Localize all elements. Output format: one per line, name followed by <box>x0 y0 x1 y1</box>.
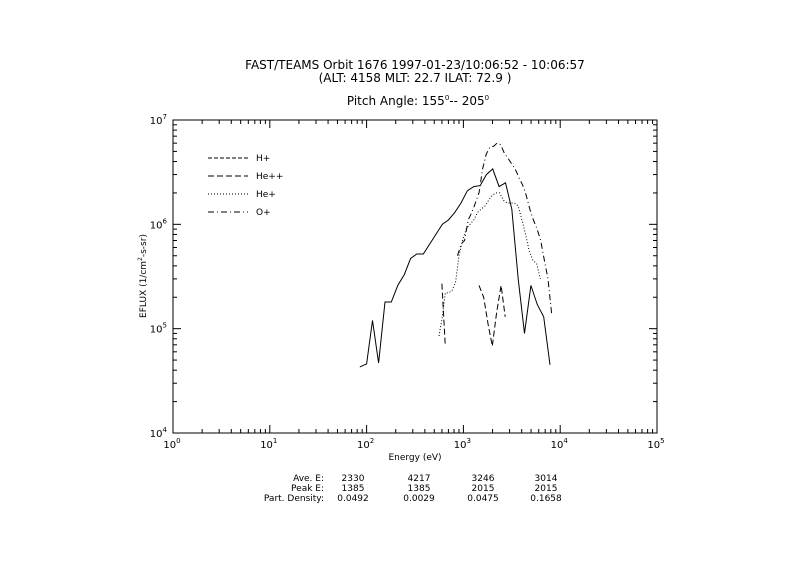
y-tick-exp: 5 <box>163 322 167 330</box>
stats-value: 4217 <box>407 474 431 484</box>
pitch-angle-text: Pitch Angle: 155 <box>347 94 445 108</box>
axis-ticks <box>173 120 657 433</box>
x-tick-base: 10 <box>260 440 273 451</box>
x-tick-base: 10 <box>647 440 660 451</box>
x-tick-label: 104 <box>551 437 569 451</box>
stats-value: 0.1658 <box>530 494 562 504</box>
stats-value: 1385 <box>341 484 365 494</box>
legend: H+ He++ He+ O+ <box>208 154 283 218</box>
series-line-oplus <box>457 142 553 314</box>
stats-value: 2330 <box>341 474 365 484</box>
stats-row-label: Part. Density: <box>263 494 324 504</box>
y-tick-exp: 7 <box>163 113 167 121</box>
y-axis-label-post: -s-sr) <box>139 234 149 257</box>
legend-label: H+ <box>256 154 270 164</box>
y-axis-label: EFLUX (1/cm2-s-sr) <box>137 234 149 318</box>
plot-frame <box>172 119 658 434</box>
y-tick-base: 10 <box>150 429 163 440</box>
series-line-heplusplus <box>478 285 506 347</box>
y-tick-label: 106 <box>150 217 168 231</box>
x-tick-base: 10 <box>454 440 467 451</box>
pitch-angle-range: -- 205 <box>449 94 484 108</box>
series-group <box>359 142 553 368</box>
legend-label: He+ <box>256 190 276 200</box>
y-tick-base: 10 <box>150 325 163 336</box>
series-line-heplusplus <box>441 283 446 347</box>
legend-label: He++ <box>256 172 283 182</box>
x-tick-label: 103 <box>454 437 471 451</box>
series-line-hplus <box>359 168 551 368</box>
stats-value: 0.0492 <box>337 494 369 504</box>
pitch-angle-sup-2: 0 <box>485 94 489 102</box>
y-axis-label-pre: EFLUX (1/cm <box>139 261 149 318</box>
x-tick-label: 100 <box>163 437 180 451</box>
x-tick-label: 102 <box>357 437 374 451</box>
x-tick-exp: 5 <box>660 437 664 445</box>
y-tick-exp: 6 <box>163 217 168 225</box>
y-tick-exp: 4 <box>163 426 168 434</box>
stats-value: 0.0029 <box>403 494 435 504</box>
pitch-angle-sup-1: 0 <box>445 94 449 102</box>
series-line-heplus <box>438 192 541 337</box>
x-tick-base: 10 <box>357 440 370 451</box>
stats-value: 3246 <box>471 474 495 484</box>
x-tick-exp: 1 <box>273 437 277 445</box>
stats-value: 1385 <box>407 484 431 494</box>
y-tick-base: 10 <box>150 116 163 127</box>
x-tick-exp: 0 <box>176 437 180 445</box>
pitch-angle-label: Pitch Angle: 1550-- 2050 <box>347 94 489 108</box>
x-tick-base: 10 <box>551 440 564 451</box>
stats-value: 3014 <box>534 474 558 484</box>
stats-value: 2015 <box>471 484 495 494</box>
x-axis-label: Energy (eV) <box>388 453 441 463</box>
stats-row-label: Ave. E: <box>293 474 324 484</box>
x-tick-base: 10 <box>163 440 176 451</box>
stats-value: 0.0475 <box>467 494 499 504</box>
y-tick-label: 107 <box>150 113 167 127</box>
y-axis-label-sup: 2 <box>137 257 144 261</box>
stats-value: 2015 <box>534 484 558 494</box>
stats-row-label: Peak E: <box>291 484 324 494</box>
x-tick-label: 105 <box>647 437 664 451</box>
y-tick-label: 105 <box>150 322 167 336</box>
chart-subtitle: (ALT: 4158 MLT: 22.7 ILAT: 72.9 ) <box>319 71 512 85</box>
x-tick-exp: 2 <box>370 437 374 445</box>
x-tick-labels: 100 101 102 103 104 105 <box>163 437 664 451</box>
legend-label: O+ <box>256 208 271 218</box>
y-tick-label: 104 <box>150 426 168 440</box>
chart-title: FAST/TEAMS Orbit 1676 1997-01-23/10:06:5… <box>245 58 585 72</box>
x-tick-exp: 4 <box>563 437 568 445</box>
x-tick-label: 101 <box>260 437 277 451</box>
y-tick-base: 10 <box>150 220 163 231</box>
x-tick-exp: 3 <box>467 437 471 445</box>
